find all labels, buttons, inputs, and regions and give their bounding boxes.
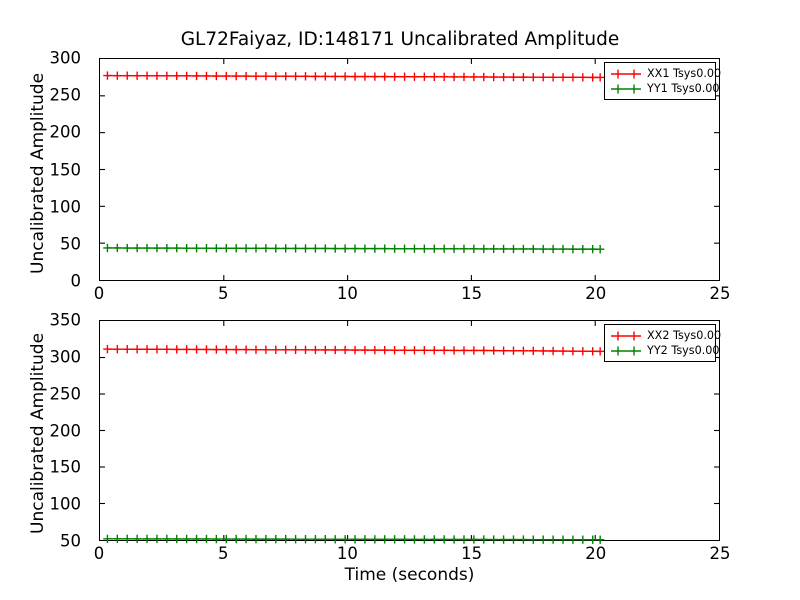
y-tick-label: 150	[49, 457, 82, 477]
y-tick-label: 250	[49, 384, 82, 404]
y-tick-label: 350	[49, 310, 82, 330]
legend-item[interactable]: XX1 Tsys0.00	[609, 66, 721, 81]
page-title: GL72Faiyaz, ID:148171 Uncalibrated Ampli…	[180, 29, 620, 50]
legend-label: YY2 Tsys0.00	[647, 344, 720, 357]
x-tick-label: 20	[585, 284, 607, 303]
x-tick-label: 0	[93, 544, 105, 563]
legend-top[interactable]: XX1 Tsys0.00 YY1 Tsys0.00	[604, 62, 721, 100]
legend-item[interactable]: YY2 Tsys0.00	[609, 343, 720, 358]
x-tick-labels-top: 0 5 10 15 20 25	[94, 284, 731, 308]
y-tick-label: 300	[49, 347, 82, 367]
x-tick-label: 15	[461, 284, 483, 303]
x-tick-label: 20	[585, 544, 607, 563]
x-tick-label: 10	[336, 544, 358, 563]
y-tick-label: 300	[49, 48, 82, 68]
series-markers-yy1tsys000	[103, 243, 605, 254]
y-tick-label: 100	[49, 197, 82, 217]
series-markers-yy2tsys000	[103, 534, 605, 544]
y-tick-label: 0	[70, 271, 82, 291]
y-tick-labels-top: 0 50 100 150 200 250 300	[0, 49, 88, 291]
y-tick-label: 50	[60, 234, 81, 254]
x-tick-label: 5	[217, 284, 229, 303]
legend-item[interactable]: YY1 Tsys0.00	[609, 81, 720, 96]
y-tick-label: 150	[49, 160, 82, 179]
legend-label: XX1 Tsys0.00	[647, 67, 722, 80]
series-markers-xx2tsys000	[103, 344, 605, 356]
x-tick-labels-bottom: 0 5 10 15 20 25	[94, 544, 731, 568]
legend-item[interactable]: XX2 Tsys0.00	[609, 328, 721, 343]
y-axis-label-bottom: Uncalibrated Amplitude	[28, 332, 48, 534]
series-markers-xx1tsys000	[103, 71, 605, 82]
y-tick-label: 100	[49, 494, 82, 514]
x-tick-label: 10	[336, 284, 358, 303]
y-tick-label: 200	[49, 122, 82, 142]
x-tick-label: 0	[93, 284, 105, 303]
legend-label: XX2 Tsys0.00	[647, 329, 722, 342]
legend-marker-icon	[609, 344, 643, 358]
y-tick-label: 200	[49, 421, 82, 440]
plot-canvas-bottom	[100, 321, 719, 544]
plot-canvas-top	[100, 59, 719, 280]
plot-area-bottom[interactable]	[99, 320, 720, 544]
legend-marker-icon	[609, 329, 643, 343]
legend-label: YY1 Tsys0.00	[647, 82, 720, 95]
y-tick-label: 50	[60, 531, 81, 551]
legend-marker-icon	[609, 67, 643, 81]
y-axis-label-top: Uncalibrated Amplitude	[28, 72, 48, 274]
x-tick-label: 15	[461, 544, 483, 563]
x-tick-label: 25	[709, 544, 731, 563]
y-tick-label: 250	[49, 85, 82, 105]
x-tick-label: 5	[217, 544, 229, 563]
legend-bottom[interactable]: XX2 Tsys0.00 YY2 Tsys0.00	[604, 324, 721, 362]
x-axis-label: Time (seconds)	[344, 565, 475, 585]
x-tick-label: 25	[709, 284, 731, 303]
legend-marker-icon	[609, 82, 643, 96]
y-tick-labels-bottom: 50 100 150 200 250 300 350	[0, 311, 88, 551]
